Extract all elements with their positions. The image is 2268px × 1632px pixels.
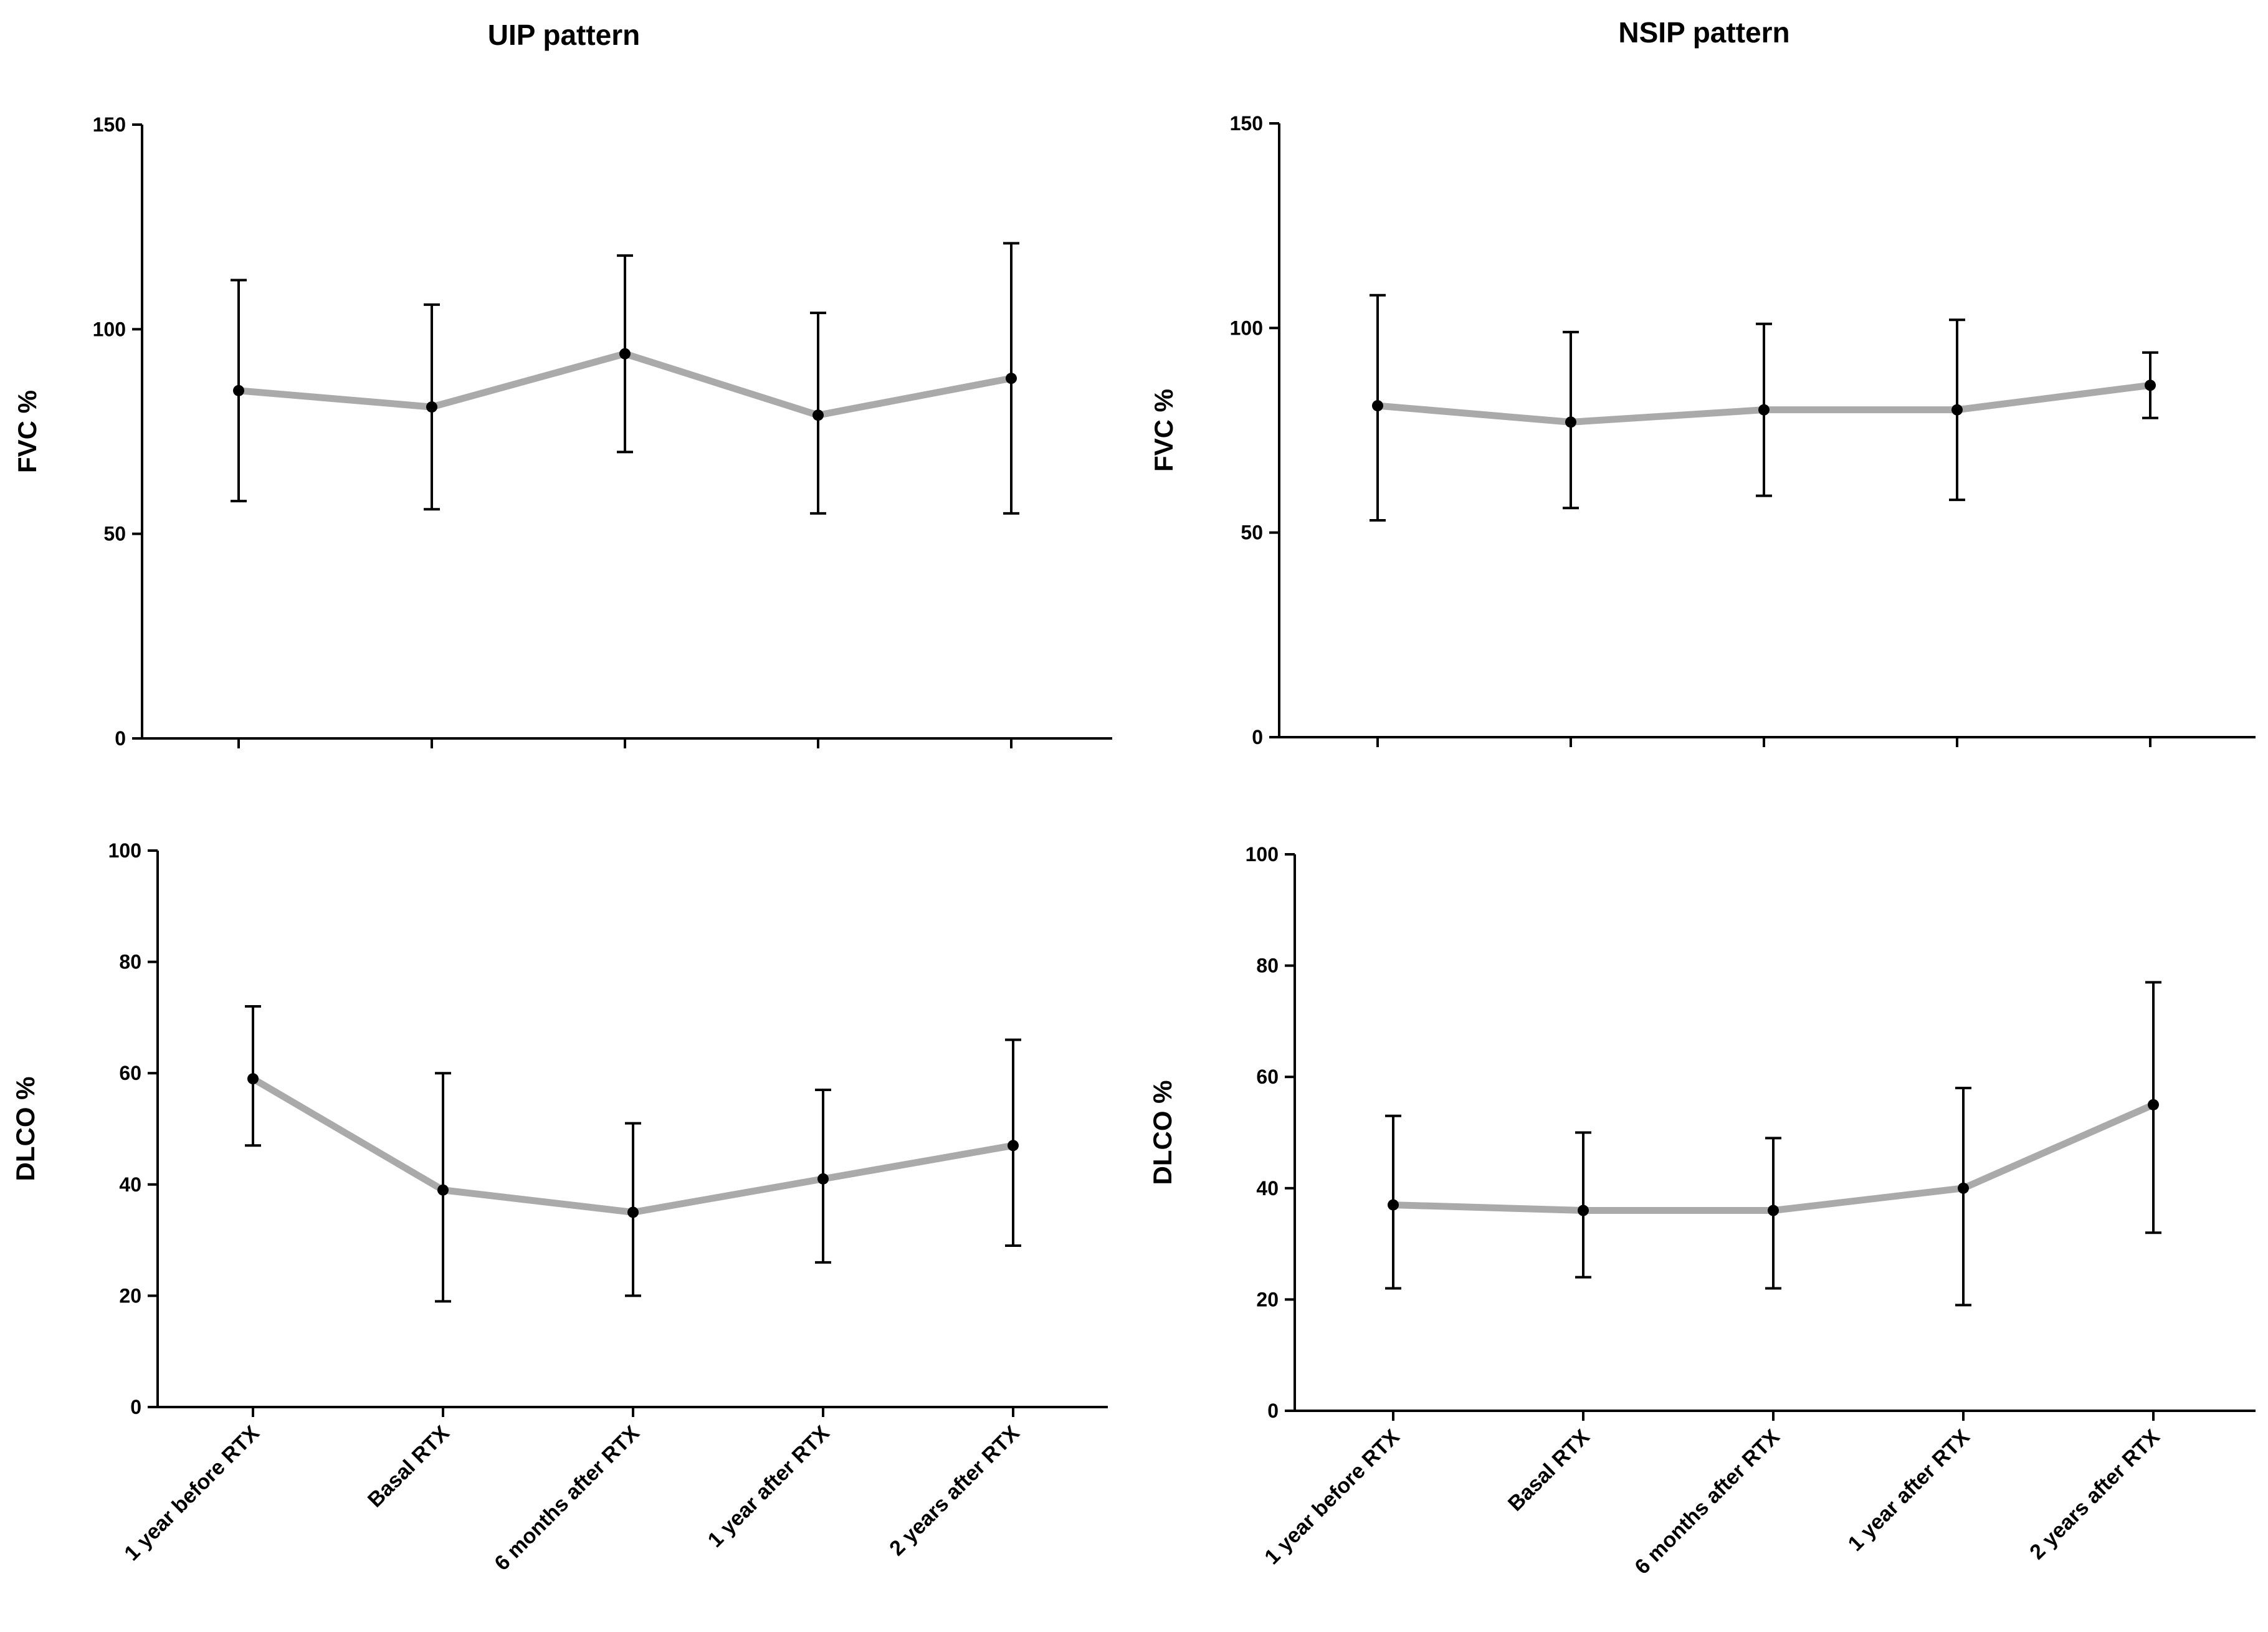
category-label: 2 years after RTX <box>2025 1425 2165 1565</box>
y-tick-label: 80 <box>1256 955 1279 977</box>
y-tick-label: 20 <box>1256 1288 1279 1310</box>
data-point <box>1372 400 1383 412</box>
data-point <box>1388 1199 1399 1211</box>
title-nsip: NSIP pattern <box>1618 16 1789 49</box>
chart-uip-dlco: 0 20 40 60 80 100 DLCO % 1 year before RTX Basal… <box>11 839 1108 1575</box>
y-tick-label: 100 <box>108 839 141 862</box>
data-point <box>2145 379 2156 391</box>
y-tick-label: 0 <box>115 727 126 750</box>
category-label: 1 year before RTX <box>120 1421 264 1566</box>
category-label: 1 year after RTX <box>1844 1425 1975 1556</box>
y-tick-label: 150 <box>93 113 126 136</box>
y-tick-label: 100 <box>93 318 126 340</box>
category-label: 1 year before RTX <box>1260 1425 1404 1570</box>
y-tick-label: 0 <box>1267 1400 1279 1422</box>
chart-nsip-fvc: 0 50 100 150 FVC % <box>1149 112 2256 748</box>
y-tick-label: 60 <box>119 1062 141 1084</box>
y-axis-label: FVC % <box>12 390 42 473</box>
data-point <box>2148 1099 2159 1110</box>
category-label: 6 months after RTX <box>490 1421 644 1576</box>
data-point <box>1006 373 1017 384</box>
data-point <box>1008 1140 1019 1152</box>
y-tick-label: 40 <box>1256 1177 1279 1200</box>
data-point <box>619 348 631 360</box>
y-tick-label: 60 <box>1256 1066 1279 1088</box>
category-label: Basal RTX <box>1503 1425 1594 1516</box>
title-uip: UIP pattern <box>488 19 641 51</box>
category-label: 2 years after RTX <box>885 1421 1024 1561</box>
y-tick-label: 50 <box>103 523 126 545</box>
chart-nsip-dlco: 0 20 40 60 80 100 DLCO % 1 year before RTX Basal… <box>1148 843 2256 1579</box>
data-point <box>437 1184 449 1196</box>
data-point <box>1758 404 1770 416</box>
y-tick-label: 150 <box>1230 112 1263 135</box>
data-point <box>247 1073 259 1085</box>
data-point <box>812 409 824 421</box>
category-label: 6 months after RTX <box>1630 1425 1784 1580</box>
y-axis-label: DLCO % <box>11 1077 40 1181</box>
data-point <box>1951 404 1963 416</box>
y-axis-label: DLCO % <box>1148 1081 1177 1185</box>
data-point <box>233 384 244 396</box>
y-tick-label: 0 <box>1252 726 1263 748</box>
y-tick-label: 100 <box>1230 317 1263 339</box>
y-tick-label: 50 <box>1241 522 1263 544</box>
y-tick-label: 20 <box>119 1284 141 1307</box>
data-point <box>1768 1205 1779 1216</box>
data-point <box>1958 1182 1969 1194</box>
data-point <box>426 401 437 413</box>
data-point <box>1565 416 1576 428</box>
y-tick-label: 0 <box>130 1396 141 1418</box>
y-tick-label: 40 <box>119 1173 141 1196</box>
data-point <box>627 1206 639 1218</box>
data-point <box>1578 1205 1589 1216</box>
category-label: 1 year after RTX <box>703 1421 834 1552</box>
category-label: Basal RTX <box>363 1421 454 1512</box>
y-tick-label: 100 <box>1246 843 1279 866</box>
y-axis-label: FVC % <box>1149 389 1178 472</box>
y-tick-label: 80 <box>119 951 141 973</box>
data-point <box>817 1173 829 1185</box>
chart-uip-fvc: 0 50 100 150 FVC % <box>12 113 1112 750</box>
